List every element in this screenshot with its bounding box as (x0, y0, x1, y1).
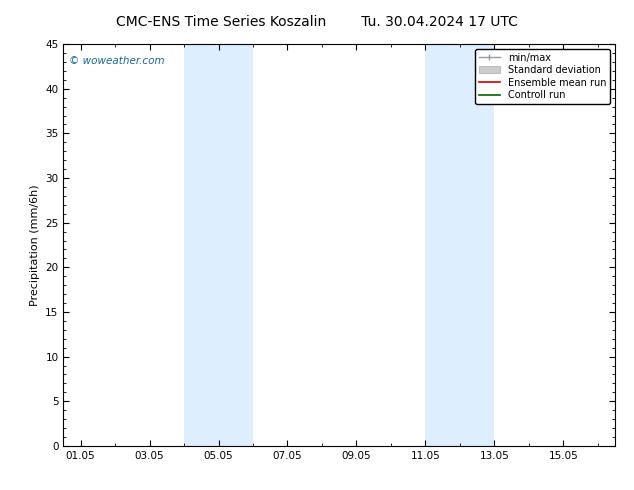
Text: CMC-ENS Time Series Koszalin        Tu. 30.04.2024 17 UTC: CMC-ENS Time Series Koszalin Tu. 30.04.2… (116, 15, 518, 29)
Text: © woweather.com: © woweather.com (69, 56, 165, 66)
Bar (425, 44, 495, 446)
Bar (184, 44, 253, 446)
Y-axis label: Precipitation (mm/6h): Precipitation (mm/6h) (30, 184, 40, 306)
Legend: min/max, Standard deviation, Ensemble mean run, Controll run: min/max, Standard deviation, Ensemble me… (475, 49, 610, 104)
